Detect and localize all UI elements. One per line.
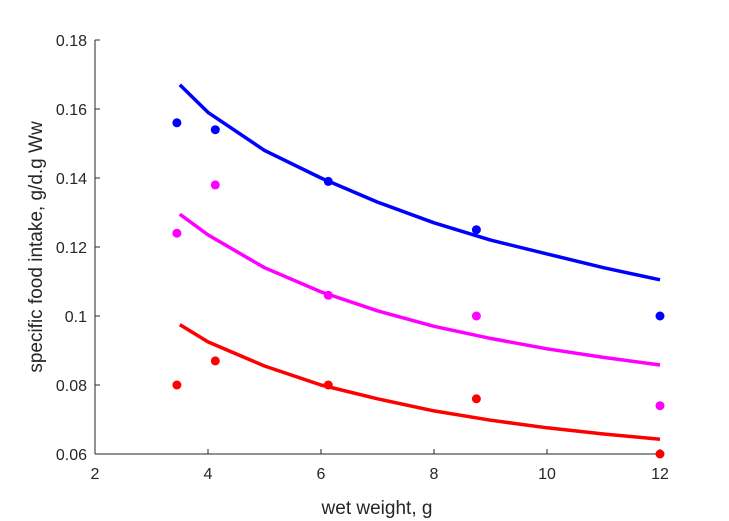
x-tick-label: 6 xyxy=(317,466,326,483)
y-axis-title: specific food intake, g/d.g Ww xyxy=(26,121,47,373)
data-point-s3-1 xyxy=(172,380,182,390)
data-point-s3-5 xyxy=(655,449,665,459)
x-tick-label: 8 xyxy=(430,466,439,483)
data-points xyxy=(172,118,665,459)
data-point-s3-3 xyxy=(323,380,333,390)
y-tick-label: 0.1 xyxy=(65,309,87,326)
y-tick-label: 0.14 xyxy=(56,171,87,188)
fit-curves xyxy=(178,83,661,441)
y-tick-label: 0.06 xyxy=(56,447,87,464)
fit-curve-2 xyxy=(178,212,661,367)
data-point-s1-3 xyxy=(323,176,333,186)
data-point-s2-1 xyxy=(172,228,182,238)
y-tick-label: 0.16 xyxy=(56,102,87,119)
data-point-s2-2 xyxy=(210,180,220,190)
y-tick-label: 0.18 xyxy=(56,33,87,50)
axes xyxy=(94,40,660,455)
x-tick-label: 2 xyxy=(91,466,100,483)
data-point-s1-1 xyxy=(172,118,182,128)
x-axis-title: wet weight, g xyxy=(321,498,433,519)
data-point-s3-2 xyxy=(210,356,220,366)
x-tick-label: 4 xyxy=(204,466,213,483)
data-point-s1-5 xyxy=(655,311,665,321)
y-tick-label: 0.12 xyxy=(56,240,87,257)
data-point-s2-5 xyxy=(655,401,665,411)
data-point-s3-4 xyxy=(471,394,481,404)
x-tick-label: 10 xyxy=(538,466,556,483)
x-tick-label: 12 xyxy=(651,466,669,483)
fit-curve-3 xyxy=(178,323,661,441)
data-point-s1-2 xyxy=(210,125,220,135)
y-ticks: 0.06 0.08 0.1 0.12 0.14 0.16 0.18 xyxy=(56,33,100,464)
data-point-s2-4 xyxy=(471,311,481,321)
x-ticks: 2 4 6 8 10 12 xyxy=(91,449,669,483)
fit-curve-1 xyxy=(178,83,661,282)
data-point-s1-4 xyxy=(471,225,481,235)
data-point-s2-3 xyxy=(323,290,333,300)
y-tick-label: 0.08 xyxy=(56,378,87,395)
